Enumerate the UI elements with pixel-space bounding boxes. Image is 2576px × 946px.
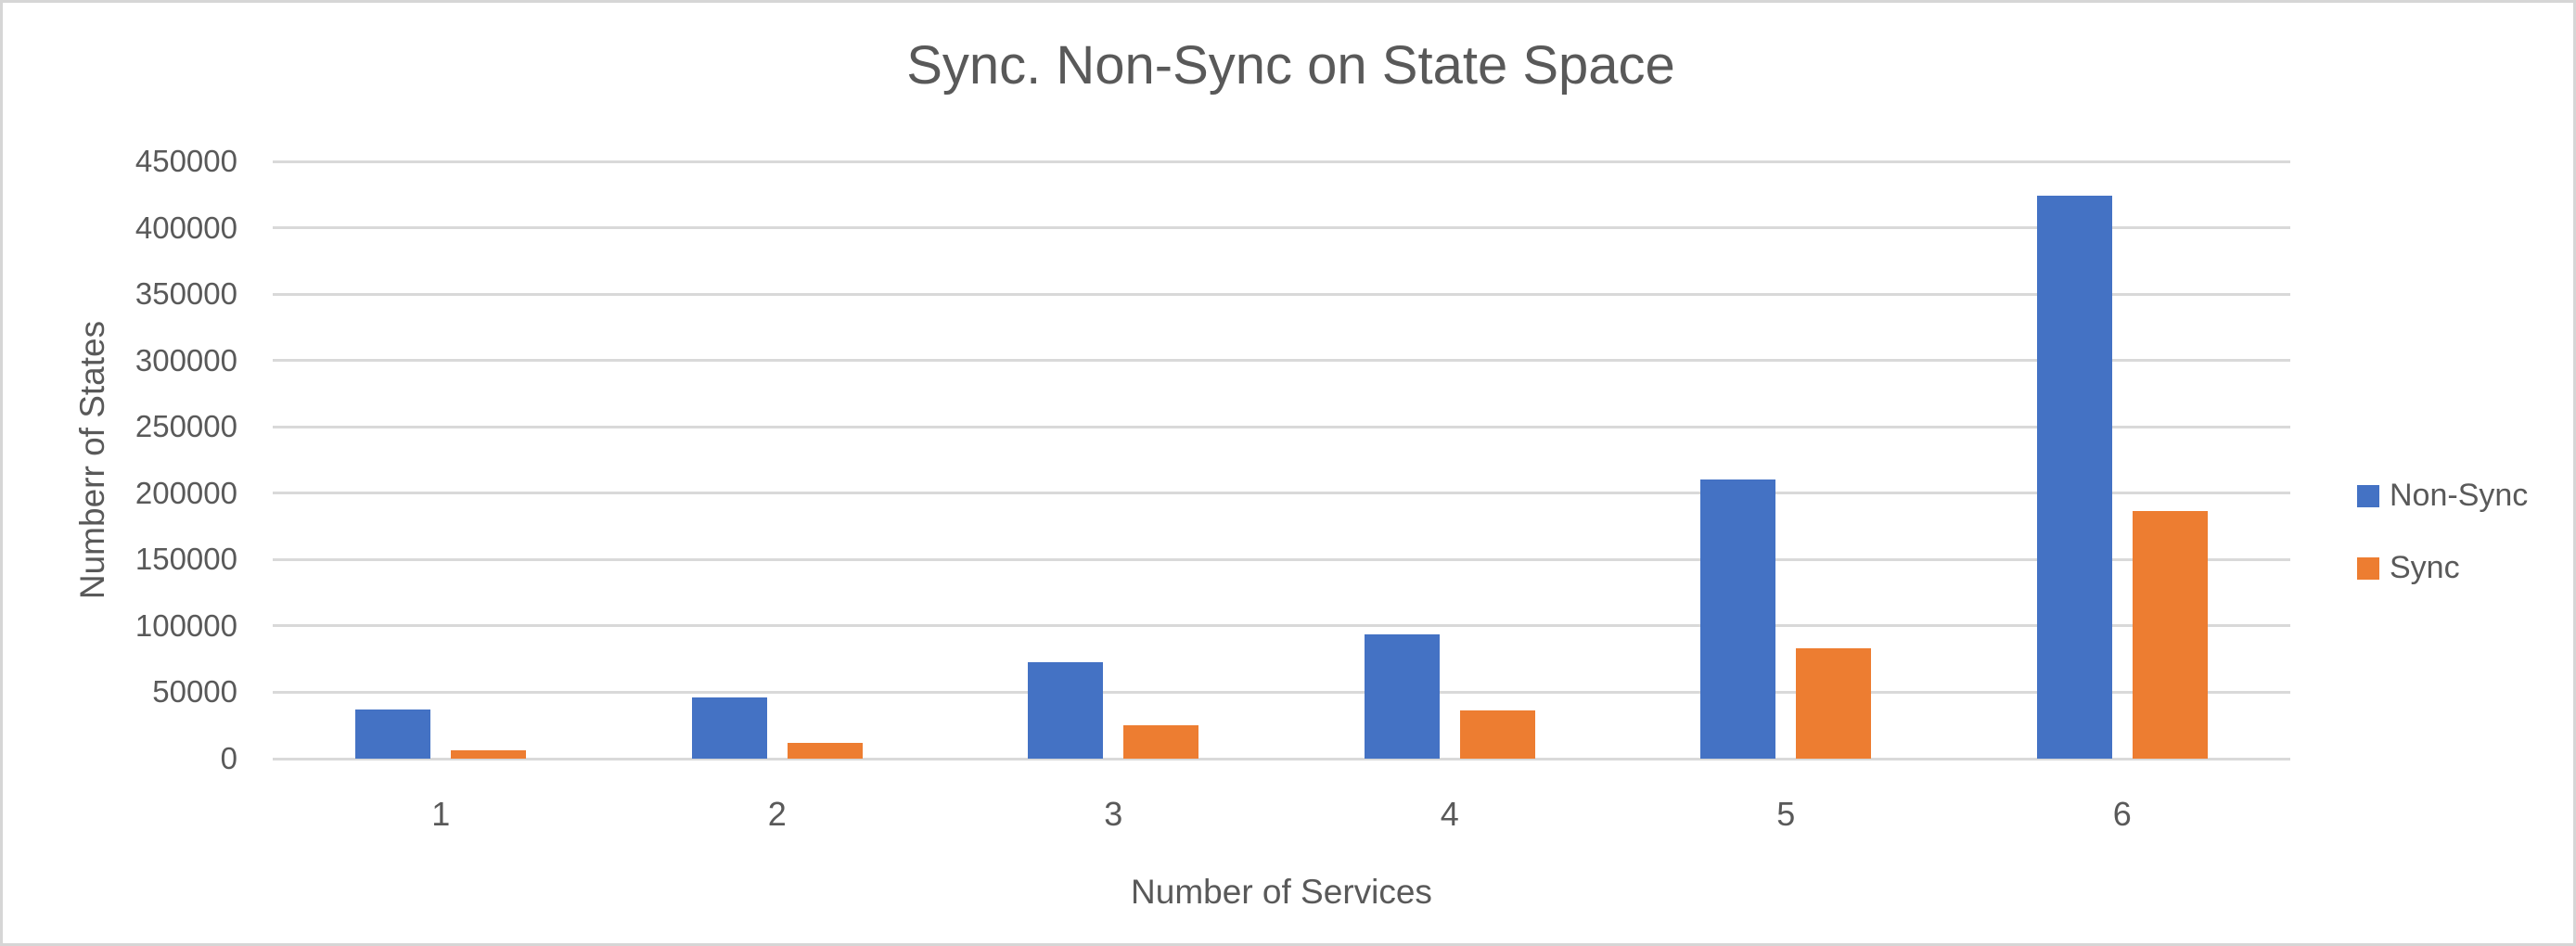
legend: Non-Sync Sync [2357,478,2529,624]
bar-non-sync [691,697,767,759]
bar-non-sync [1364,634,1440,759]
x-tick-label: 3 [1104,795,1123,833]
bar-sync [1796,648,1872,759]
gridline [273,690,2290,694]
legend-swatch-icon [2357,484,2379,507]
legend-label: Non-Sync [2390,478,2529,513]
chart-title: Sync. Non-Sync on State Space [906,35,1675,96]
bar-sync [1459,710,1535,759]
gridline [273,425,2290,428]
x-tick-label: 4 [1440,795,1459,833]
bar-sync [451,749,527,759]
bar-non-sync [2036,196,2112,759]
y-tick-label: 150000 [135,542,237,577]
x-tick-label: 2 [767,795,787,833]
y-tick-label: 200000 [135,475,237,510]
x-tick-label: 6 [2112,795,2132,833]
x-axis-line [273,757,2290,761]
x-tick-label: 1 [431,795,451,833]
bar-sync [787,742,863,759]
y-tick-label: 300000 [135,342,237,377]
y-tick-label: 250000 [135,409,237,444]
gridline [273,359,2290,363]
legend-label: Sync [2390,550,2460,585]
bar-sync [2132,511,2208,759]
legend-swatch-icon [2357,556,2379,580]
bar-non-sync [1700,479,1776,759]
x-axis-title: Number of Services [1131,873,1432,911]
gridline [273,160,2290,163]
y-tick-label: 50000 [152,674,237,710]
y-tick-label: 100000 [135,607,237,643]
bar-non-sync [1028,662,1104,759]
y-tick-label: 450000 [135,144,237,178]
y-tick-label: 350000 [135,276,237,312]
x-tick-label: 5 [1776,795,1796,833]
legend-entry: Sync [2357,550,2528,585]
gridline [273,226,2290,230]
bar-sync [1123,725,1199,759]
gridline [273,292,2290,296]
gridline [273,492,2290,495]
bar-non-sync [355,710,431,759]
y-tick-label: 400000 [135,210,237,245]
gridline [273,624,2290,628]
y-tick-label: 0 [220,741,237,775]
gridline [273,557,2290,561]
legend-entry: Non-Sync [2357,478,2529,513]
